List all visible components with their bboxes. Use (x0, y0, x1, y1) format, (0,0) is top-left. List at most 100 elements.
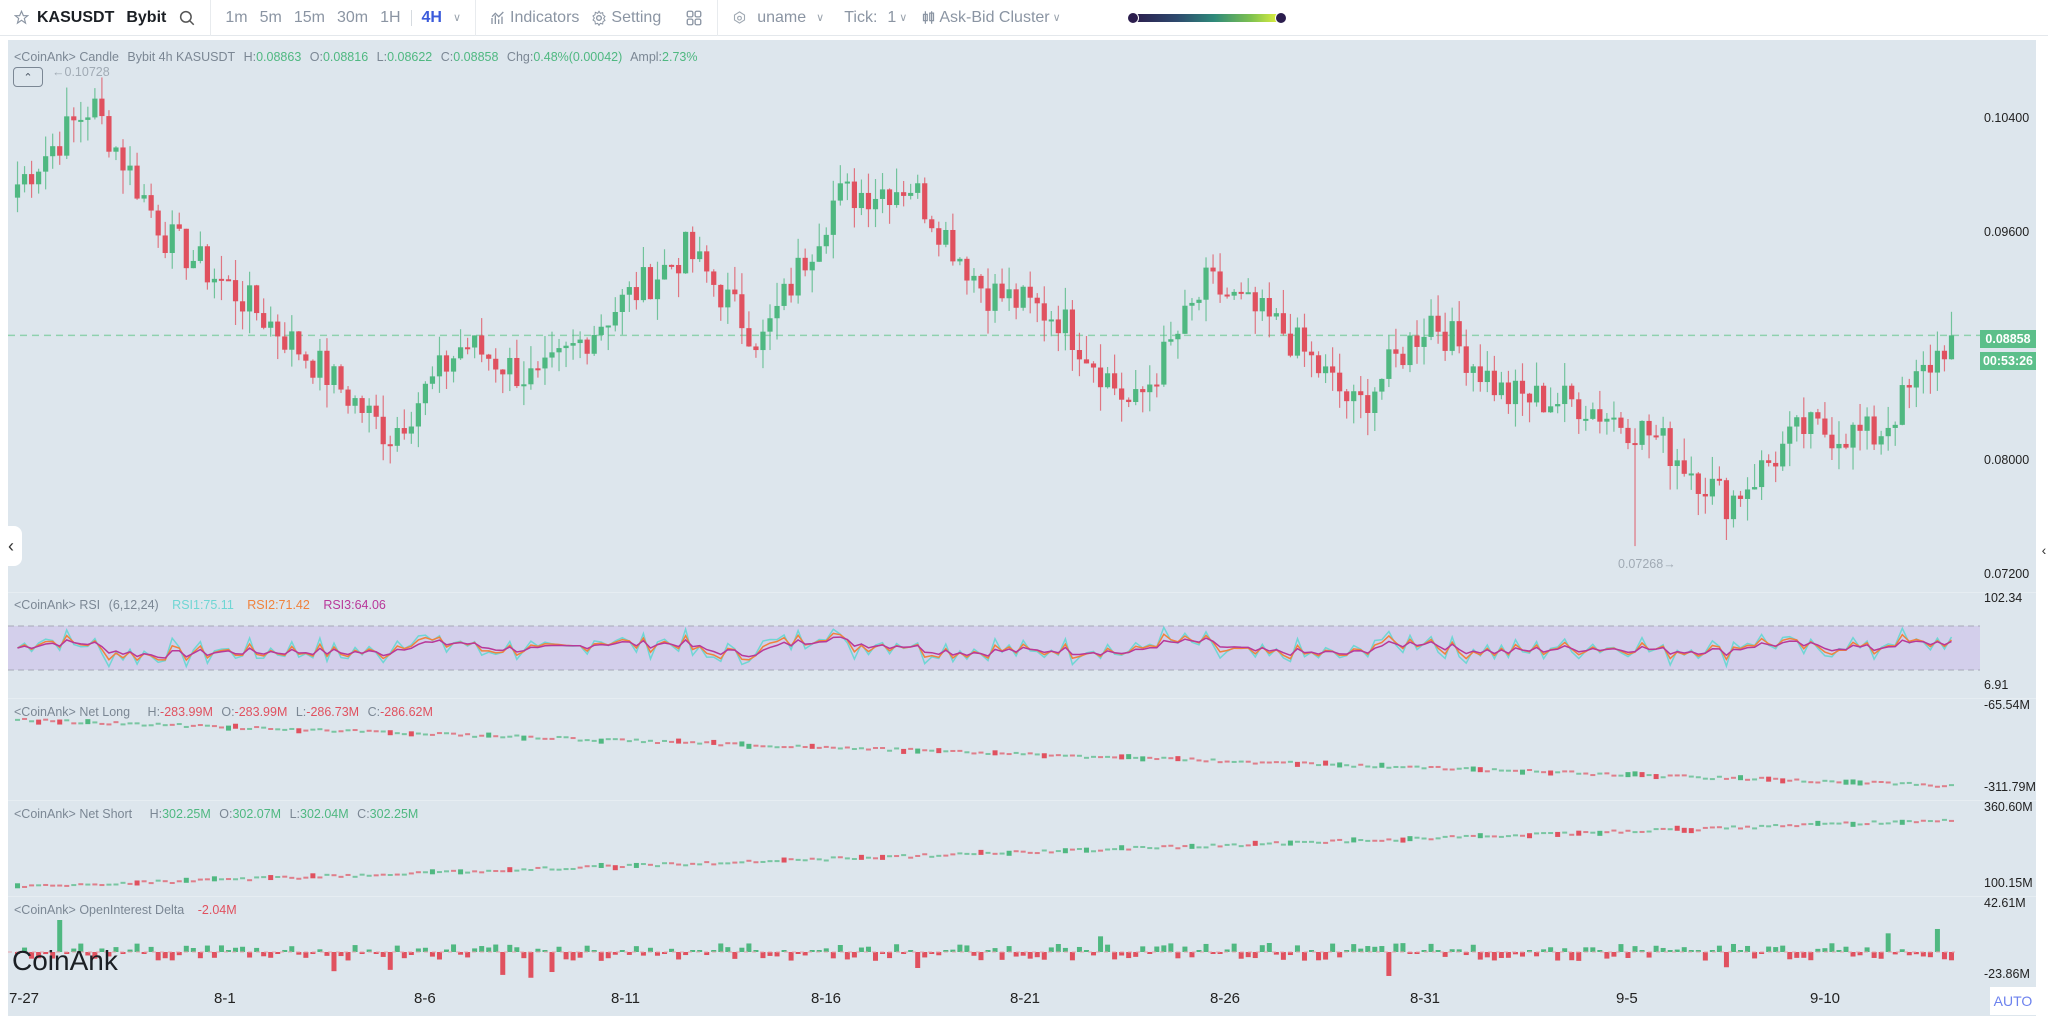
collapse-left-panel-button[interactable]: ‹ (0, 526, 22, 566)
user-label: uname (757, 8, 807, 26)
chart-canvas[interactable] (8, 40, 2036, 1016)
tick-selector[interactable]: Tick: 1 ∨ (844, 9, 907, 27)
close-label: C: (440, 50, 454, 64)
oi-delta-value: -2.04M (197, 903, 237, 917)
change-label: Chg: (506, 50, 534, 64)
net-long-open: -283.99M (234, 705, 288, 719)
period-high-label: ←0.10728 (52, 65, 110, 79)
range-handle-right[interactable] (1274, 11, 1287, 24)
net-short-source: <CoinAnk> Net Short (14, 807, 133, 821)
rsi-params: (6,12,24) (108, 598, 159, 612)
time-tick: 9-10 (1810, 990, 1841, 1007)
candle-pane-legend: <CoinAnk> Candle Bybit 4h KASUSDT H:0.08… (14, 50, 702, 64)
layout-grid-icon[interactable] (685, 9, 703, 27)
cluster-selector[interactable]: Ask-Bid Cluster ∨ (921, 8, 1061, 27)
rsi1-value: RSI1:75.11 (172, 598, 234, 612)
change-value: 0.48%(0.00042) (533, 50, 623, 64)
period-low-value: 0.07268 (1618, 557, 1664, 571)
low-label: L: (289, 807, 301, 821)
oi-delta-source: <CoinAnk> OpenInterest Delta (14, 903, 185, 917)
net-short-pane-legend: <CoinAnk> Net Short H:302.25M O:302.07M … (14, 807, 423, 821)
net-long-high: -283.99M (160, 705, 213, 719)
time-tick: 8-1 (214, 990, 236, 1007)
auto-scale-button[interactable]: AUTO (1990, 987, 2036, 1015)
time-tick: 8-26 (1210, 990, 1241, 1007)
interval-15m[interactable]: 15m (293, 8, 325, 26)
interval-4h[interactable]: 4H (421, 8, 442, 26)
low-label: L: (295, 705, 307, 719)
chevron-down-icon: ∨ (899, 12, 908, 24)
options-group: uname ∨ Tick: 1 ∨ Ask-Bid Cluster ∨ (718, 0, 1294, 36)
open-label: O: (219, 807, 233, 821)
net-short-close: 302.25M (369, 807, 419, 821)
oi-delta-pane-legend: <CoinAnk> OpenInterest Delta -2.04M (14, 903, 242, 917)
oi-axis-bottom: -23.86M (1984, 967, 2030, 981)
setting-button[interactable]: Setting (591, 9, 661, 27)
range-handle-left[interactable] (1126, 11, 1139, 24)
symbol-group: KASUSDT Bybit (0, 0, 212, 36)
expand-right-panel-button[interactable]: ‹ (2040, 530, 2048, 570)
pane-divider (8, 698, 2036, 699)
high-label: H: (147, 705, 161, 719)
top-toolbar: KASUSDT Bybit 1m 5m 15m 30m 1H 4H ∨ Indi… (0, 0, 2048, 36)
rsi-source: <CoinAnk> RSI (14, 598, 101, 612)
interval-1h[interactable]: 1H (380, 8, 401, 26)
interval-30m[interactable]: 30m (336, 8, 369, 26)
chevron-up-icon: ⌃ (23, 71, 33, 84)
net-short-high: 302.25M (162, 807, 211, 821)
star-icon[interactable] (14, 10, 29, 25)
open-label: O: (221, 705, 235, 719)
rsi-axis-bottom: 6.91 (1984, 678, 2009, 692)
open-value: 0.08816 (322, 50, 369, 64)
rsi-axis-top: 102.34 (1984, 591, 2023, 605)
indicators-label: Indicators (510, 8, 580, 26)
net-short-low: 302.04M (300, 807, 349, 821)
net-long-low: -286.73M (306, 705, 360, 719)
net-long-source: <CoinAnk> Net Long (14, 705, 131, 719)
low-value: 0.08622 (387, 50, 433, 64)
period-high-value: 0.10728 (64, 65, 110, 79)
interval-5m[interactable]: 5m (259, 8, 282, 26)
symbol-label[interactable]: KASUSDT (37, 8, 115, 26)
net-long-close: -286.62M (380, 705, 433, 719)
price-tick: 0.09600 (1984, 225, 2030, 239)
close-label: C: (367, 705, 381, 719)
chevron-down-icon: ∨ (1052, 12, 1061, 24)
pane-divider (8, 800, 2036, 801)
amplitude-label: Ampl: (630, 50, 663, 64)
indicators-button[interactable]: Indicators (490, 9, 579, 27)
coinank-watermark: CoinAnk (12, 945, 118, 976)
user-selector[interactable]: uname ∨ (732, 9, 824, 27)
close-label: C: (357, 807, 370, 821)
tick-value: 1 (887, 8, 897, 26)
net-long-axis-top: -65.54M (1984, 698, 2030, 712)
candle-source: <CoinAnk> Candle (14, 50, 119, 64)
exchange-label[interactable]: Bybit (126, 8, 167, 26)
collapse-legend-button[interactable]: ⌃ (13, 67, 43, 87)
chevron-left-icon: ‹ (2041, 542, 2047, 558)
time-tick: 8-6 (414, 990, 436, 1007)
rsi2-value: RSI2:71.42 (247, 598, 310, 612)
price-tick: 0.10400 (1984, 111, 2030, 125)
close-value: 0.08858 (453, 50, 499, 64)
open-label: O: (309, 50, 323, 64)
color-range-slider[interactable] (1126, 11, 1287, 24)
net-short-axis-bottom: 100.15M (1984, 876, 2033, 890)
cluster-label: Ask-Bid Cluster (939, 8, 1050, 26)
interval-group: 1m 5m 15m 30m 1H 4H ∨ (211, 0, 477, 36)
high-label: H: (149, 807, 163, 821)
indicators-icon (490, 10, 506, 26)
chevron-left-icon: ‹ (8, 535, 14, 556)
amplitude-value: 2.73% (662, 50, 698, 64)
setting-label: Setting (611, 8, 662, 26)
rsi-pane-legend: <CoinAnk> RSI (6,12,24) RSI1:75.11 RSI2:… (14, 598, 391, 612)
low-label: L: (376, 50, 388, 64)
user-icon (732, 10, 747, 25)
chevron-down-icon[interactable]: ∨ (452, 12, 462, 24)
net-long-axis-bottom: -311.79M (1984, 780, 2036, 794)
color-gradient-track (1132, 13, 1281, 22)
search-icon[interactable] (178, 9, 196, 27)
net-long-pane-legend: <CoinAnk> Net Long H:-283.99M O:-283.99M… (14, 705, 438, 719)
interval-1m[interactable]: 1m (225, 8, 248, 26)
